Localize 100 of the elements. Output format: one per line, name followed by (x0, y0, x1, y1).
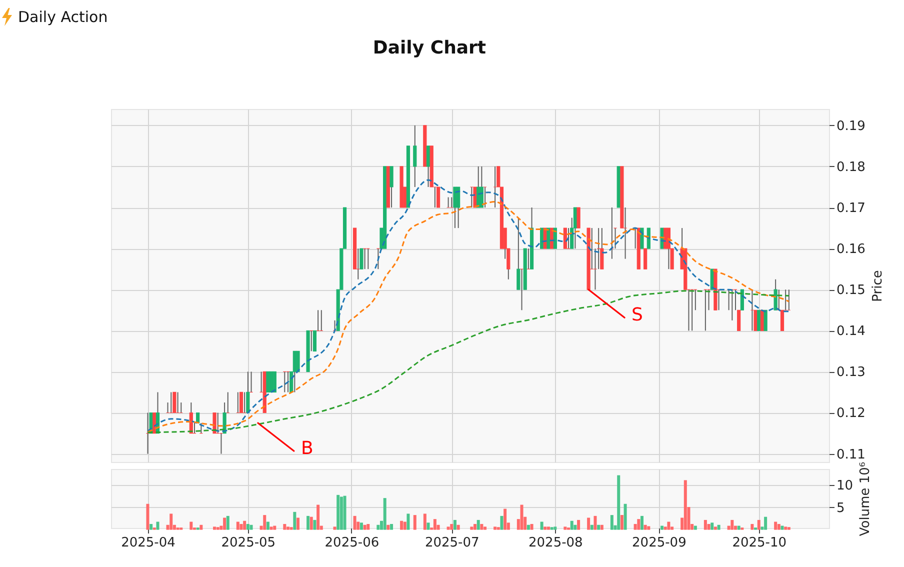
bar (343, 496, 346, 530)
bar (456, 524, 460, 530)
bar (730, 520, 734, 530)
bar (757, 520, 760, 530)
bar (433, 519, 436, 530)
x-tick-label: 2025-05 (221, 536, 276, 550)
bar (546, 526, 550, 530)
bar (637, 519, 640, 530)
bar (403, 522, 406, 530)
bar (223, 518, 226, 530)
candlestick (576, 207, 580, 228)
bar (480, 524, 484, 530)
bar (360, 522, 363, 530)
bar (704, 520, 707, 530)
bar (774, 522, 778, 530)
bar (777, 524, 780, 530)
y-tick-label: 0.17 (836, 201, 866, 216)
bar (564, 526, 567, 530)
candlestick (480, 166, 484, 208)
bar (640, 516, 644, 530)
chart-title: Daily Chart (372, 38, 486, 58)
bar (624, 504, 627, 530)
bar (647, 526, 650, 530)
candlestick (774, 278, 778, 311)
bar (526, 524, 530, 530)
bar (406, 514, 410, 530)
x-tick-label: 2025-07 (424, 536, 480, 550)
candlestick (664, 228, 668, 249)
bar (620, 515, 624, 530)
bar (290, 527, 293, 530)
bar (750, 524, 754, 530)
y-tick-label: 0.11 (836, 447, 866, 462)
bar (610, 515, 614, 530)
candlestick (473, 186, 477, 208)
bar (737, 526, 740, 530)
x-tick-label: 2025-06 (324, 536, 380, 550)
bar (714, 526, 717, 530)
bar (500, 516, 504, 530)
bar (340, 496, 343, 530)
candlestick (737, 310, 741, 332)
candlestick (553, 228, 557, 249)
bar (717, 524, 720, 530)
candlestick (453, 186, 457, 229)
bar (554, 526, 557, 530)
bar (246, 524, 250, 530)
candlestick (152, 412, 156, 434)
candlestick (360, 248, 364, 270)
bar (540, 522, 544, 530)
bar (386, 524, 390, 530)
bar (333, 526, 336, 530)
y-tick-label: 0.13 (836, 365, 866, 380)
bar (383, 498, 386, 530)
bar (423, 514, 426, 530)
bar (453, 520, 456, 530)
bar (273, 526, 276, 530)
bar (310, 516, 313, 530)
bar (550, 527, 554, 530)
annotation: S (632, 304, 643, 326)
bar (577, 520, 580, 530)
candlestick (563, 228, 567, 249)
y-tick-label: 0.15 (836, 283, 866, 298)
bar (476, 520, 480, 530)
candlestick (436, 186, 440, 208)
bar (236, 522, 240, 530)
bar (263, 515, 266, 530)
y-tick-label: 5 (836, 500, 845, 516)
x-tick-label: 2025-10 (732, 536, 787, 550)
bar (156, 522, 160, 530)
y-tick-label: 0.18 (836, 160, 866, 175)
bar (710, 522, 714, 530)
bar (617, 475, 620, 530)
bar (170, 514, 173, 530)
bar (764, 516, 768, 530)
bar (413, 515, 416, 530)
bar (426, 522, 430, 530)
bar (474, 524, 477, 530)
bar (450, 524, 454, 530)
candlestick (390, 166, 394, 208)
bar (570, 520, 574, 530)
candlestick (600, 228, 604, 270)
candlestick (540, 228, 544, 249)
candlestick (239, 392, 244, 414)
candlestick (764, 310, 768, 332)
y-tick-label: 0.16 (836, 242, 866, 258)
y-tick-label: 0.14 (836, 324, 866, 340)
y-tick-label: 0.19 (836, 118, 866, 134)
annotation: B (300, 438, 314, 460)
bar (667, 522, 670, 530)
bar (694, 526, 697, 530)
bar (587, 518, 590, 530)
bar (190, 522, 193, 530)
x-tick-label: 2025-08 (528, 536, 583, 550)
bar (250, 524, 253, 530)
candlestick (780, 310, 784, 332)
text: Daily Action (18, 8, 108, 26)
bar (544, 526, 547, 530)
bar (470, 526, 474, 530)
y-axis-title: Price (870, 270, 886, 302)
bar (600, 524, 604, 530)
candlestick (172, 392, 176, 414)
